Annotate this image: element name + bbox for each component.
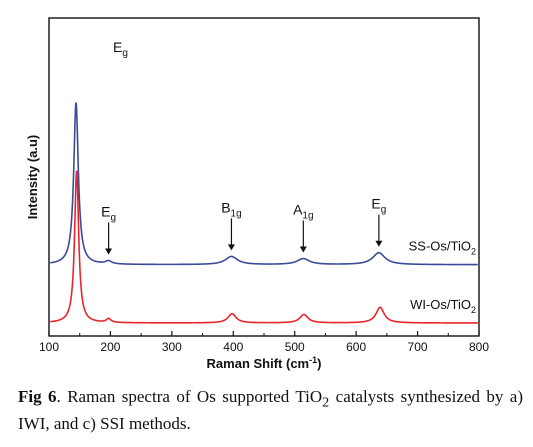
x-tick-label: 300: [162, 340, 182, 354]
peak-label: Eg: [371, 196, 386, 216]
x-tick-label: 200: [100, 340, 120, 354]
peak-label: Eg: [101, 203, 116, 223]
x-tick-label: 700: [408, 340, 428, 354]
series-label-wi: WI-Os/TiO2: [410, 297, 476, 315]
x-tick-label: 400: [223, 340, 243, 354]
caption-text-end: catalysts synthesized by a) IWI, and c) …: [18, 387, 523, 434]
x-axis-title: Raman Shift (cm-1): [207, 355, 322, 371]
series-label-ss: SS-Os/TiO2: [409, 239, 476, 257]
x-axis-ticks: 100 200 300 400 500 600 700 800: [39, 331, 489, 354]
peak-arrow-head: [375, 240, 383, 247]
x-tick-label: 100: [39, 340, 59, 354]
peak-arrow-head: [227, 244, 235, 251]
caption-figure-number: Fig 6: [18, 387, 57, 406]
x-tick-label: 500: [285, 340, 305, 354]
figure-caption: Fig 6. Raman spectra of Os supported TiO…: [18, 386, 523, 435]
caption-text: . Raman spectra of Os supported TiO: [56, 387, 323, 406]
peak-label: A1g: [293, 202, 313, 222]
y-axis-title: Intensity (a.u): [25, 135, 40, 220]
peak-arrow-head: [299, 246, 307, 253]
peak-label: Eg: [113, 39, 128, 59]
plot-frame: [48, 17, 480, 337]
series-labels: SS-Os/TiO2 WI-Os/TiO2: [409, 239, 476, 315]
peak-arrow-head: [105, 248, 113, 255]
x-tick-label: 800: [469, 340, 489, 354]
peak-annotations: Eg Eg B1g A1g Eg: [101, 39, 386, 255]
spectra-group: [50, 102, 478, 324]
series-line-ss: [50, 102, 478, 266]
peak-label: B1g: [221, 199, 241, 219]
caption-subscript: 2: [322, 394, 330, 411]
series-line-wi: [50, 170, 478, 324]
x-tick-label: 600: [346, 340, 366, 354]
